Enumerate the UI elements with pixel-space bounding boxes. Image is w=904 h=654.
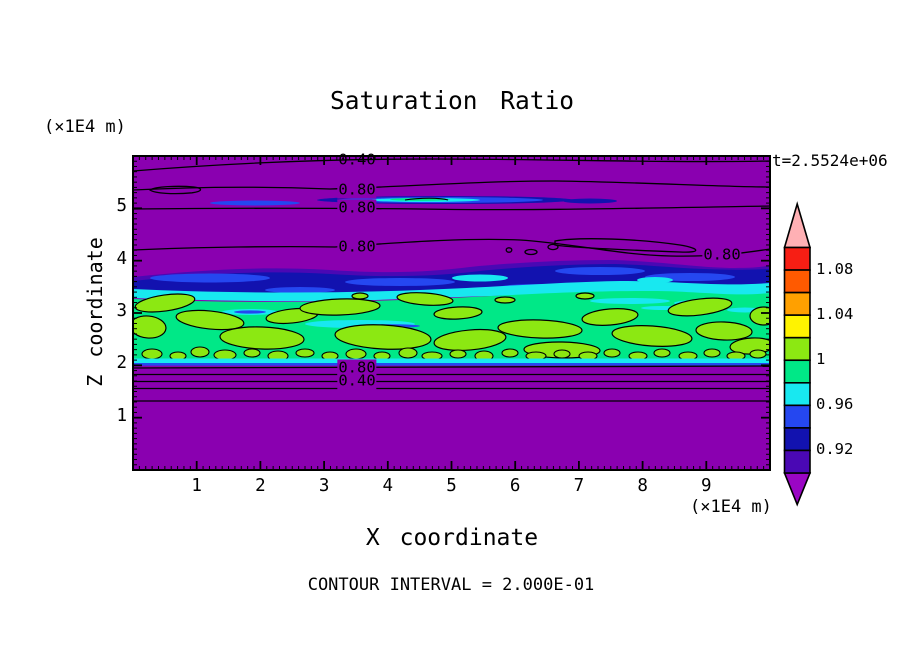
contour-label: 0.80 xyxy=(702,245,742,264)
chartreuse-fringe-blob xyxy=(295,348,315,358)
colorbar-segment xyxy=(783,381,811,407)
chartreuse-blob xyxy=(133,315,167,339)
chartreuse-blob xyxy=(396,292,454,306)
closed-contour-upper-left xyxy=(148,185,202,195)
z-tick-label: 2 xyxy=(116,353,127,374)
chartreuse-blobs xyxy=(133,292,770,362)
chartreuse-blob xyxy=(497,319,583,339)
chartreuse-blob xyxy=(334,324,432,350)
transition-band xyxy=(133,260,770,302)
chartreuse-blob xyxy=(351,292,369,300)
colorbar-segment xyxy=(783,246,811,271)
z-tick-label: 5 xyxy=(116,196,127,217)
line-contours xyxy=(133,158,770,402)
x-tick-label: 6 xyxy=(509,476,521,496)
colorbar-tick-label: 1 xyxy=(816,350,826,369)
contour-label: 0.40 xyxy=(337,371,377,390)
contour-080-b xyxy=(133,205,770,211)
x-tick-label: 1 xyxy=(191,476,202,496)
colorbar-segment xyxy=(783,404,811,429)
chartreuse-fringe-blob xyxy=(398,347,418,359)
x-axis-units: (×1E4 m) xyxy=(690,497,772,517)
cyan-streak xyxy=(234,310,266,314)
contour-interval-note: CONTOUR INTERVAL = 2.000E-01 xyxy=(307,575,595,595)
colorbar-segment xyxy=(783,359,811,384)
colorbar-tick-label: 1.04 xyxy=(816,305,854,324)
colorbar-segment xyxy=(783,427,811,452)
colorbar-tick-label: 0.96 xyxy=(816,395,854,414)
colorbar-segment xyxy=(783,314,811,339)
chartreuse-fringe-blob xyxy=(653,348,671,358)
colorbar-tick-label: 0.92 xyxy=(816,440,854,459)
contour-080-c xyxy=(133,238,770,257)
z-tick-label: 4 xyxy=(116,248,127,269)
saturated-layer xyxy=(133,291,770,366)
chartreuse-fringe-blob xyxy=(449,349,467,359)
closed-contour-mid xyxy=(554,238,697,253)
chartreuse-blob xyxy=(433,328,507,352)
chartreuse-fringe-blob xyxy=(603,348,621,358)
contour-label: 0.80 xyxy=(337,358,377,377)
chartreuse-blob xyxy=(749,306,770,326)
chartreuse-blob xyxy=(494,296,516,304)
colorbar-under-arrow xyxy=(783,472,812,507)
cyan-streak xyxy=(590,298,670,304)
contour-040-top xyxy=(133,158,770,172)
chartreuse-blob xyxy=(611,325,693,347)
chartreuse-fringe-blob xyxy=(703,348,721,358)
contour-label: 0.80 xyxy=(337,237,377,256)
layer-bottom-blue-strip xyxy=(133,363,770,366)
colorbar-tick-label: 1.08 xyxy=(816,260,854,279)
x-tick-label: 8 xyxy=(637,476,648,496)
colorbar-segment xyxy=(783,269,811,294)
contour-080-lower xyxy=(133,365,770,369)
time-annotation: t=2.5524e+06 xyxy=(772,151,888,170)
z-axis-units: (×1E4 m) xyxy=(44,117,126,137)
colorbar-segments xyxy=(783,246,811,474)
cyan-band xyxy=(133,281,770,302)
x-tick-label: 7 xyxy=(573,476,585,496)
z-tick-label: 3 xyxy=(116,301,127,321)
page-title: Saturation Ratio xyxy=(329,86,575,115)
chartreuse-fringe-blob xyxy=(190,346,210,358)
layer-bottom-cyan-strip xyxy=(133,358,770,363)
chartreuse-fringe-blob xyxy=(553,349,571,359)
contour-label: 0.80 xyxy=(337,180,377,199)
z-axis-ticks xyxy=(133,160,770,466)
thin-cloud-lens xyxy=(210,196,617,206)
x-axis-title: X coordinate xyxy=(365,525,539,551)
x-tick-label: 9 xyxy=(701,476,712,496)
chartreuse-fringe-blob xyxy=(501,348,519,358)
colorbar-segment xyxy=(783,449,811,474)
chartreuse-blob xyxy=(134,293,196,313)
chartreuse-blob xyxy=(581,308,639,326)
x-tick-label: 5 xyxy=(446,476,457,496)
chartreuse-blob xyxy=(299,298,381,316)
plot-border xyxy=(132,155,771,471)
chartreuse-blob xyxy=(175,309,245,331)
plot-field xyxy=(133,156,770,470)
z-tick-label: 1 xyxy=(116,405,127,426)
colorbar-segment xyxy=(783,336,811,362)
chartreuse-blob xyxy=(667,297,733,317)
contour-label: 0.80 xyxy=(337,198,377,217)
chartreuse-fringe-blob xyxy=(141,348,163,360)
chartreuse-fringe-blob xyxy=(749,349,767,359)
chartreuse-blob xyxy=(695,321,753,341)
chartreuse-blob xyxy=(219,326,305,350)
chartreuse-fringe-blob xyxy=(243,348,261,358)
contour-080-a xyxy=(133,180,770,191)
colorbar-segment xyxy=(783,291,811,316)
chartreuse-blob xyxy=(575,292,595,300)
colorbar-over-arrow xyxy=(783,201,812,249)
chartreuse-blob xyxy=(433,306,483,320)
x-tick-label: 2 xyxy=(255,476,266,496)
x-tick-label: 4 xyxy=(382,476,394,496)
x-tick-label: 3 xyxy=(318,476,330,496)
colorbar xyxy=(783,201,812,507)
contour-label: 0.40 xyxy=(338,150,376,169)
